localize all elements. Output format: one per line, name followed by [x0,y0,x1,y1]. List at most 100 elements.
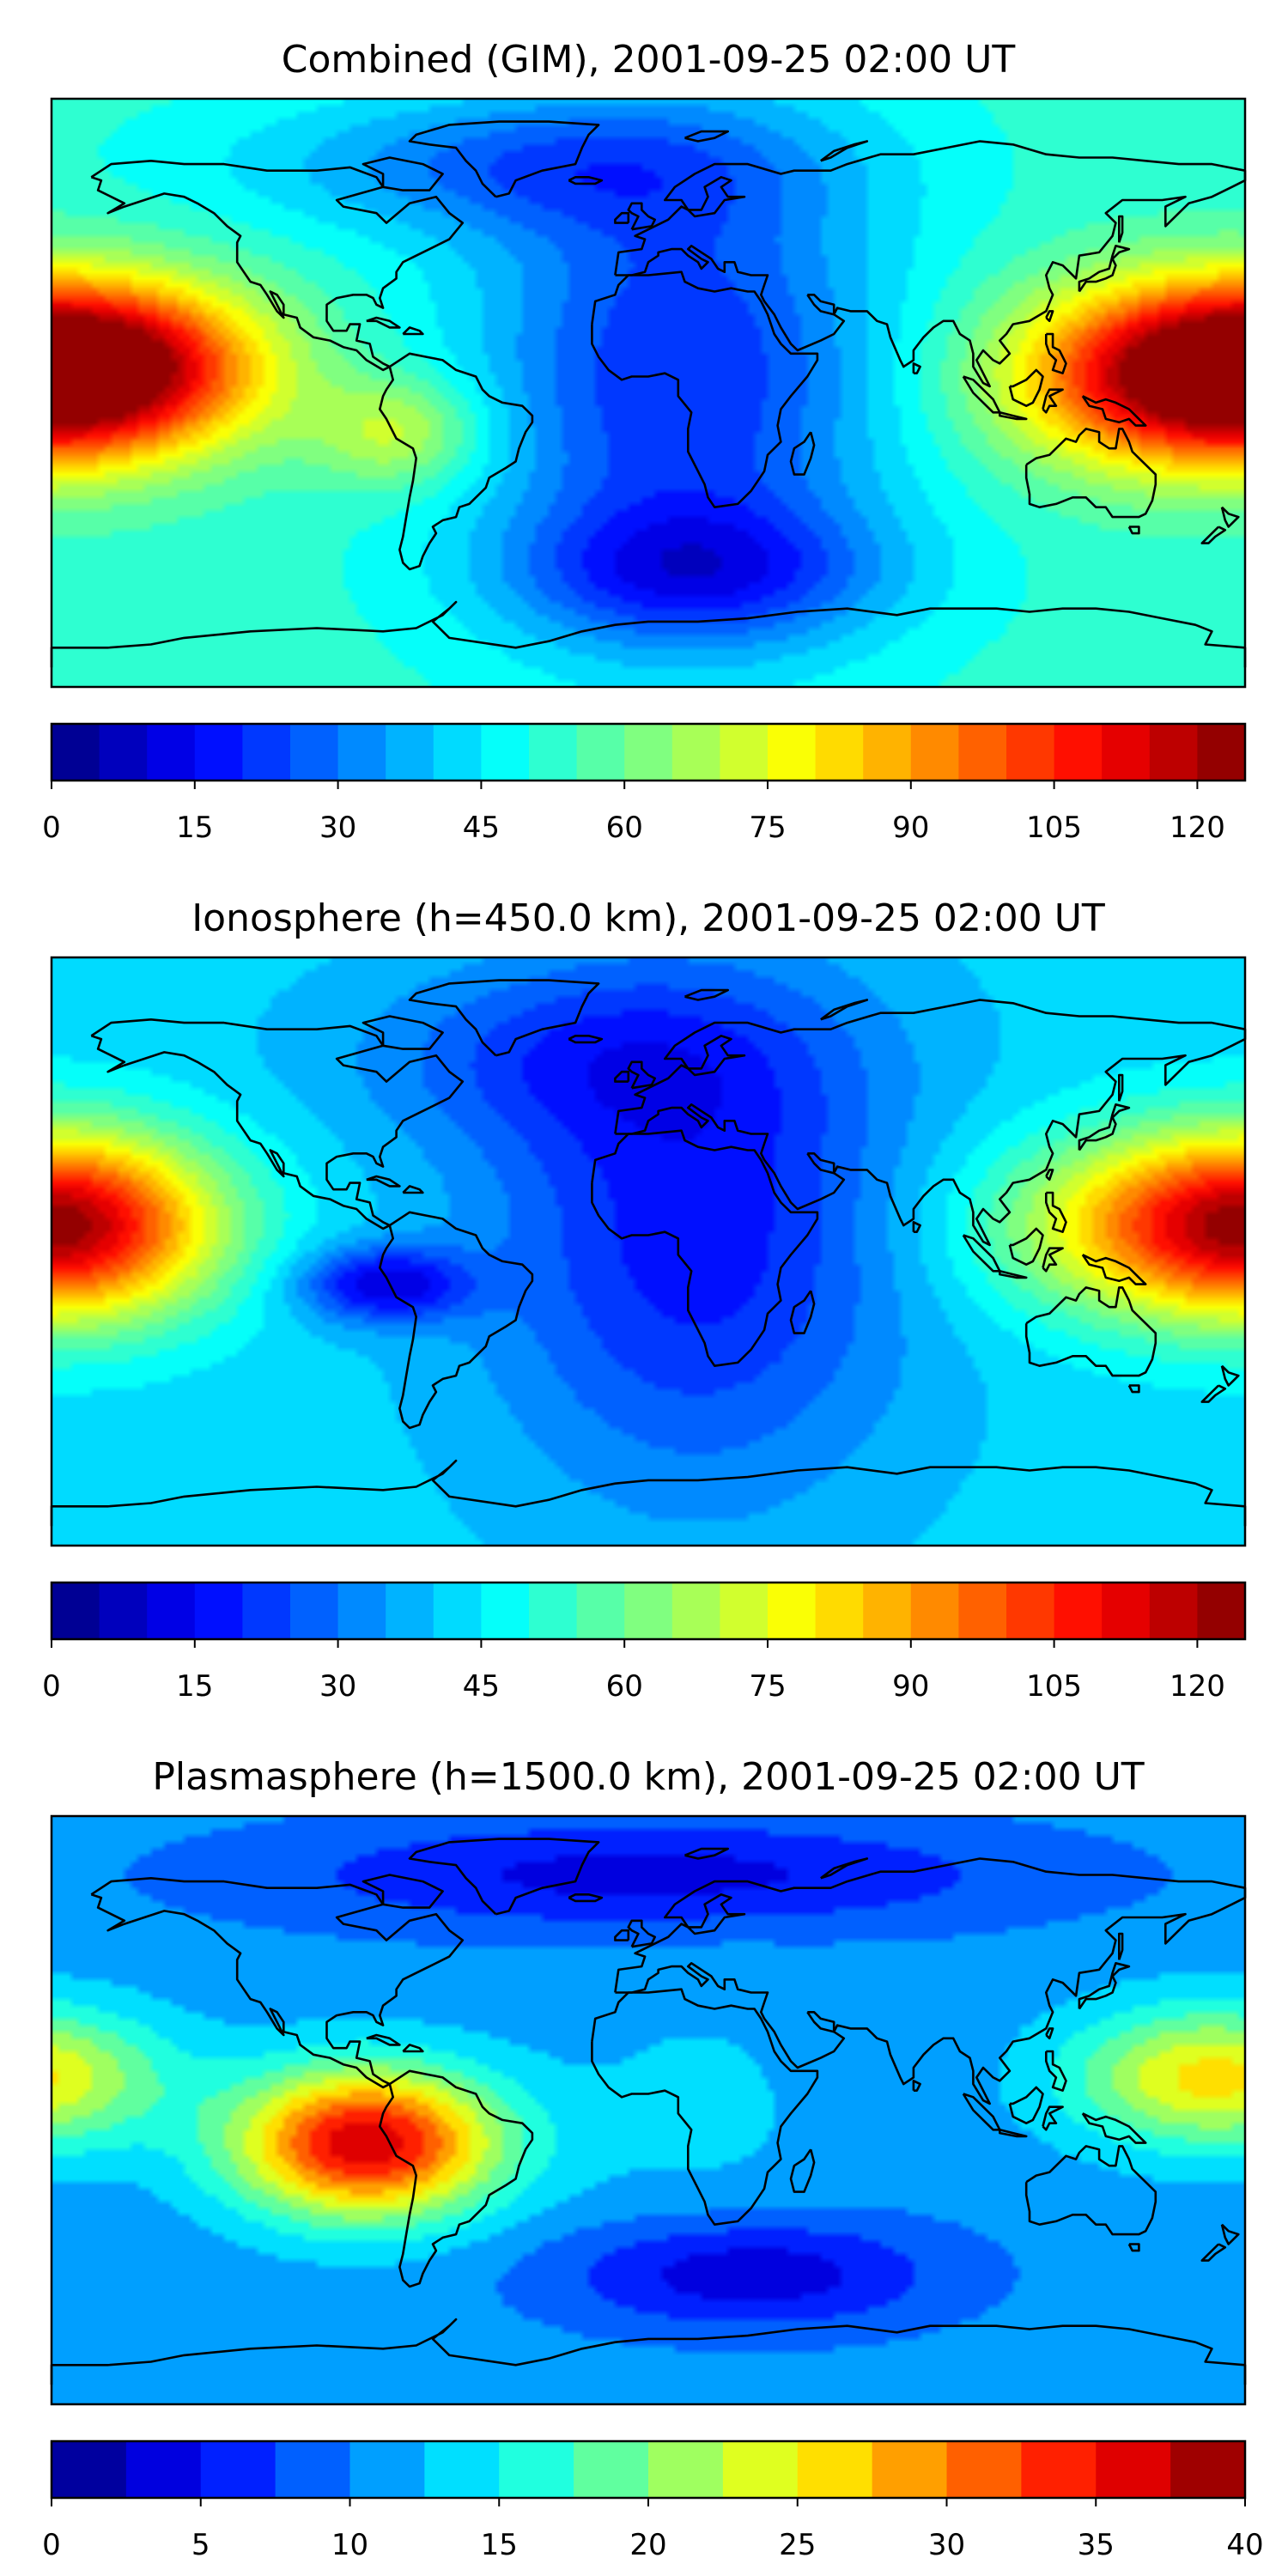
colorbar-tick-label: 90 [892,1669,929,1704]
colorbar-tick-label: 0 [42,811,61,845]
colorbar-tick-label: 120 [1170,1669,1225,1704]
colorbar-segment [52,2441,127,2498]
coastline-australia [1024,428,1157,519]
coastline-hispaniola [402,326,424,336]
colorbar-segment [147,1583,196,1639]
coastline-taiwan [1045,2027,1054,2040]
coastline-africa [591,270,819,509]
colorbar-segment [768,1583,817,1639]
colorbar-segment [433,1583,482,1639]
coastline-java [999,2129,1028,2138]
coastline-cuba [366,1175,401,1188]
colorbar-segment [624,724,673,781]
colorbar-frame [50,722,1247,782]
coastline-sri-lanka [912,361,921,375]
coastline-tasmania [1127,2243,1140,2252]
colorbar-segment [1170,2441,1246,2498]
coastline-hispaniola [402,2044,424,2053]
coastline-antarctica [50,2318,1247,2385]
colorbar-segment [99,724,148,781]
coastline-south-america [378,2069,534,2288]
colorbar-tick-label: 105 [1026,811,1082,845]
colorbar-tick-label: 120 [1170,811,1225,845]
coastline-philippines [1045,2050,1067,2092]
coastline-taiwan [1045,1169,1054,1182]
coastline-sakhalin [1118,215,1124,243]
coastline-north-america [90,160,465,372]
colorbar-segment [872,2441,948,2498]
coastline-great-britain [627,1060,657,1090]
colorbar-segment [242,1583,291,1639]
coastline-new-guinea [1081,395,1147,427]
chart-2-title: Ionosphere (h=450.0 km), 2001-09-25 02:0… [191,896,1105,940]
colorbar-segment [349,2441,425,2498]
coastline-tasmania [1127,526,1140,535]
colorbar-tick-label: 30 [319,1669,356,1704]
colorbar-segment [424,2441,500,2498]
chart-1-map-frame [50,97,1247,689]
colorbar-segment [815,724,864,781]
coastline-baffin [361,156,444,191]
colorbar-segment [946,2441,1022,2498]
coastline-svalbard [684,130,730,143]
colorbar-segment [529,724,578,781]
colorbar-segment [1149,724,1198,781]
coastline-novaya-zemlya [820,1857,869,1880]
coastline-arabia-persian [806,1152,835,1175]
colorbar-tick-label: 40 [1226,2528,1263,2562]
coastline-borneo [1008,368,1044,408]
colorbar-segment [1006,1583,1055,1639]
colorbar-segment [576,724,625,781]
coastline-ireland [614,211,630,224]
coastline-svalbard [684,988,730,1001]
colorbar-segment [648,2441,724,2498]
colorbar-segment [910,1583,959,1639]
coastline-borneo [1008,1227,1044,1266]
coastline-cuba [366,2033,401,2046]
coastline-philippines [1045,332,1067,375]
colorbar-segment [1054,1583,1103,1639]
colorbar-segment [337,1583,386,1639]
coastline-new-zealand-south [1200,2243,1227,2262]
coastline-south-america [378,352,534,571]
colorbar-frame [50,1581,1247,1641]
chart-2-map-frame [50,956,1247,1547]
coastline-great-britain [627,1919,657,1948]
colorbar-segment [275,2441,351,2498]
colorbar-segment [1006,724,1055,781]
coastline-iceland [568,1893,604,1903]
coastline-greenland [408,1838,600,1916]
colorbar-tick-label: 15 [176,811,213,845]
colorbar-segment [499,2441,574,2498]
coastline-new-zealand-north [1220,2223,1240,2245]
chart-1-heatmap [52,99,1245,687]
chart-3-title: Plasmasphere (h=1500.0 km), 2001-09-25 0… [152,1755,1144,1799]
colorbar-segment [194,1583,243,1639]
coastline-new-zealand-south [1200,526,1227,544]
colorbar-tick-label: 15 [481,2528,518,2562]
coastline-svalbard [684,1847,730,1860]
colorbar-segment [768,724,817,781]
coastline-borneo [1008,2086,1044,2124]
coastline-arabia-persian [806,293,835,316]
coastline-eurasia [614,999,1247,1247]
chart-3-colorbar: 0 5 10 15 20 25 30 35 40 [42,2439,1264,2562]
colorbar-segment [1197,1583,1246,1639]
colorbar-tick-label: 90 [892,811,929,845]
colorbar-segment [337,724,386,781]
coastline-new-guinea [1081,2112,1147,2144]
coastline-australia [1024,2145,1157,2236]
chart-3-map-frame [50,1814,1247,2406]
coastline-africa [591,1988,819,2226]
colorbar-segment [200,2441,276,2498]
colorbar-tick-label: 0 [42,2528,61,2562]
coastline-hispaniola [402,1185,424,1194]
colorbar-segment [722,2441,799,2498]
colorbar-tick-label: 75 [749,1669,786,1704]
coastline-eurasia [614,140,1247,388]
coastline-antarctica [50,600,1247,668]
coastline-great-britain [627,202,657,231]
colorbar-segment [529,1583,578,1639]
colorbar-segment [290,724,339,781]
